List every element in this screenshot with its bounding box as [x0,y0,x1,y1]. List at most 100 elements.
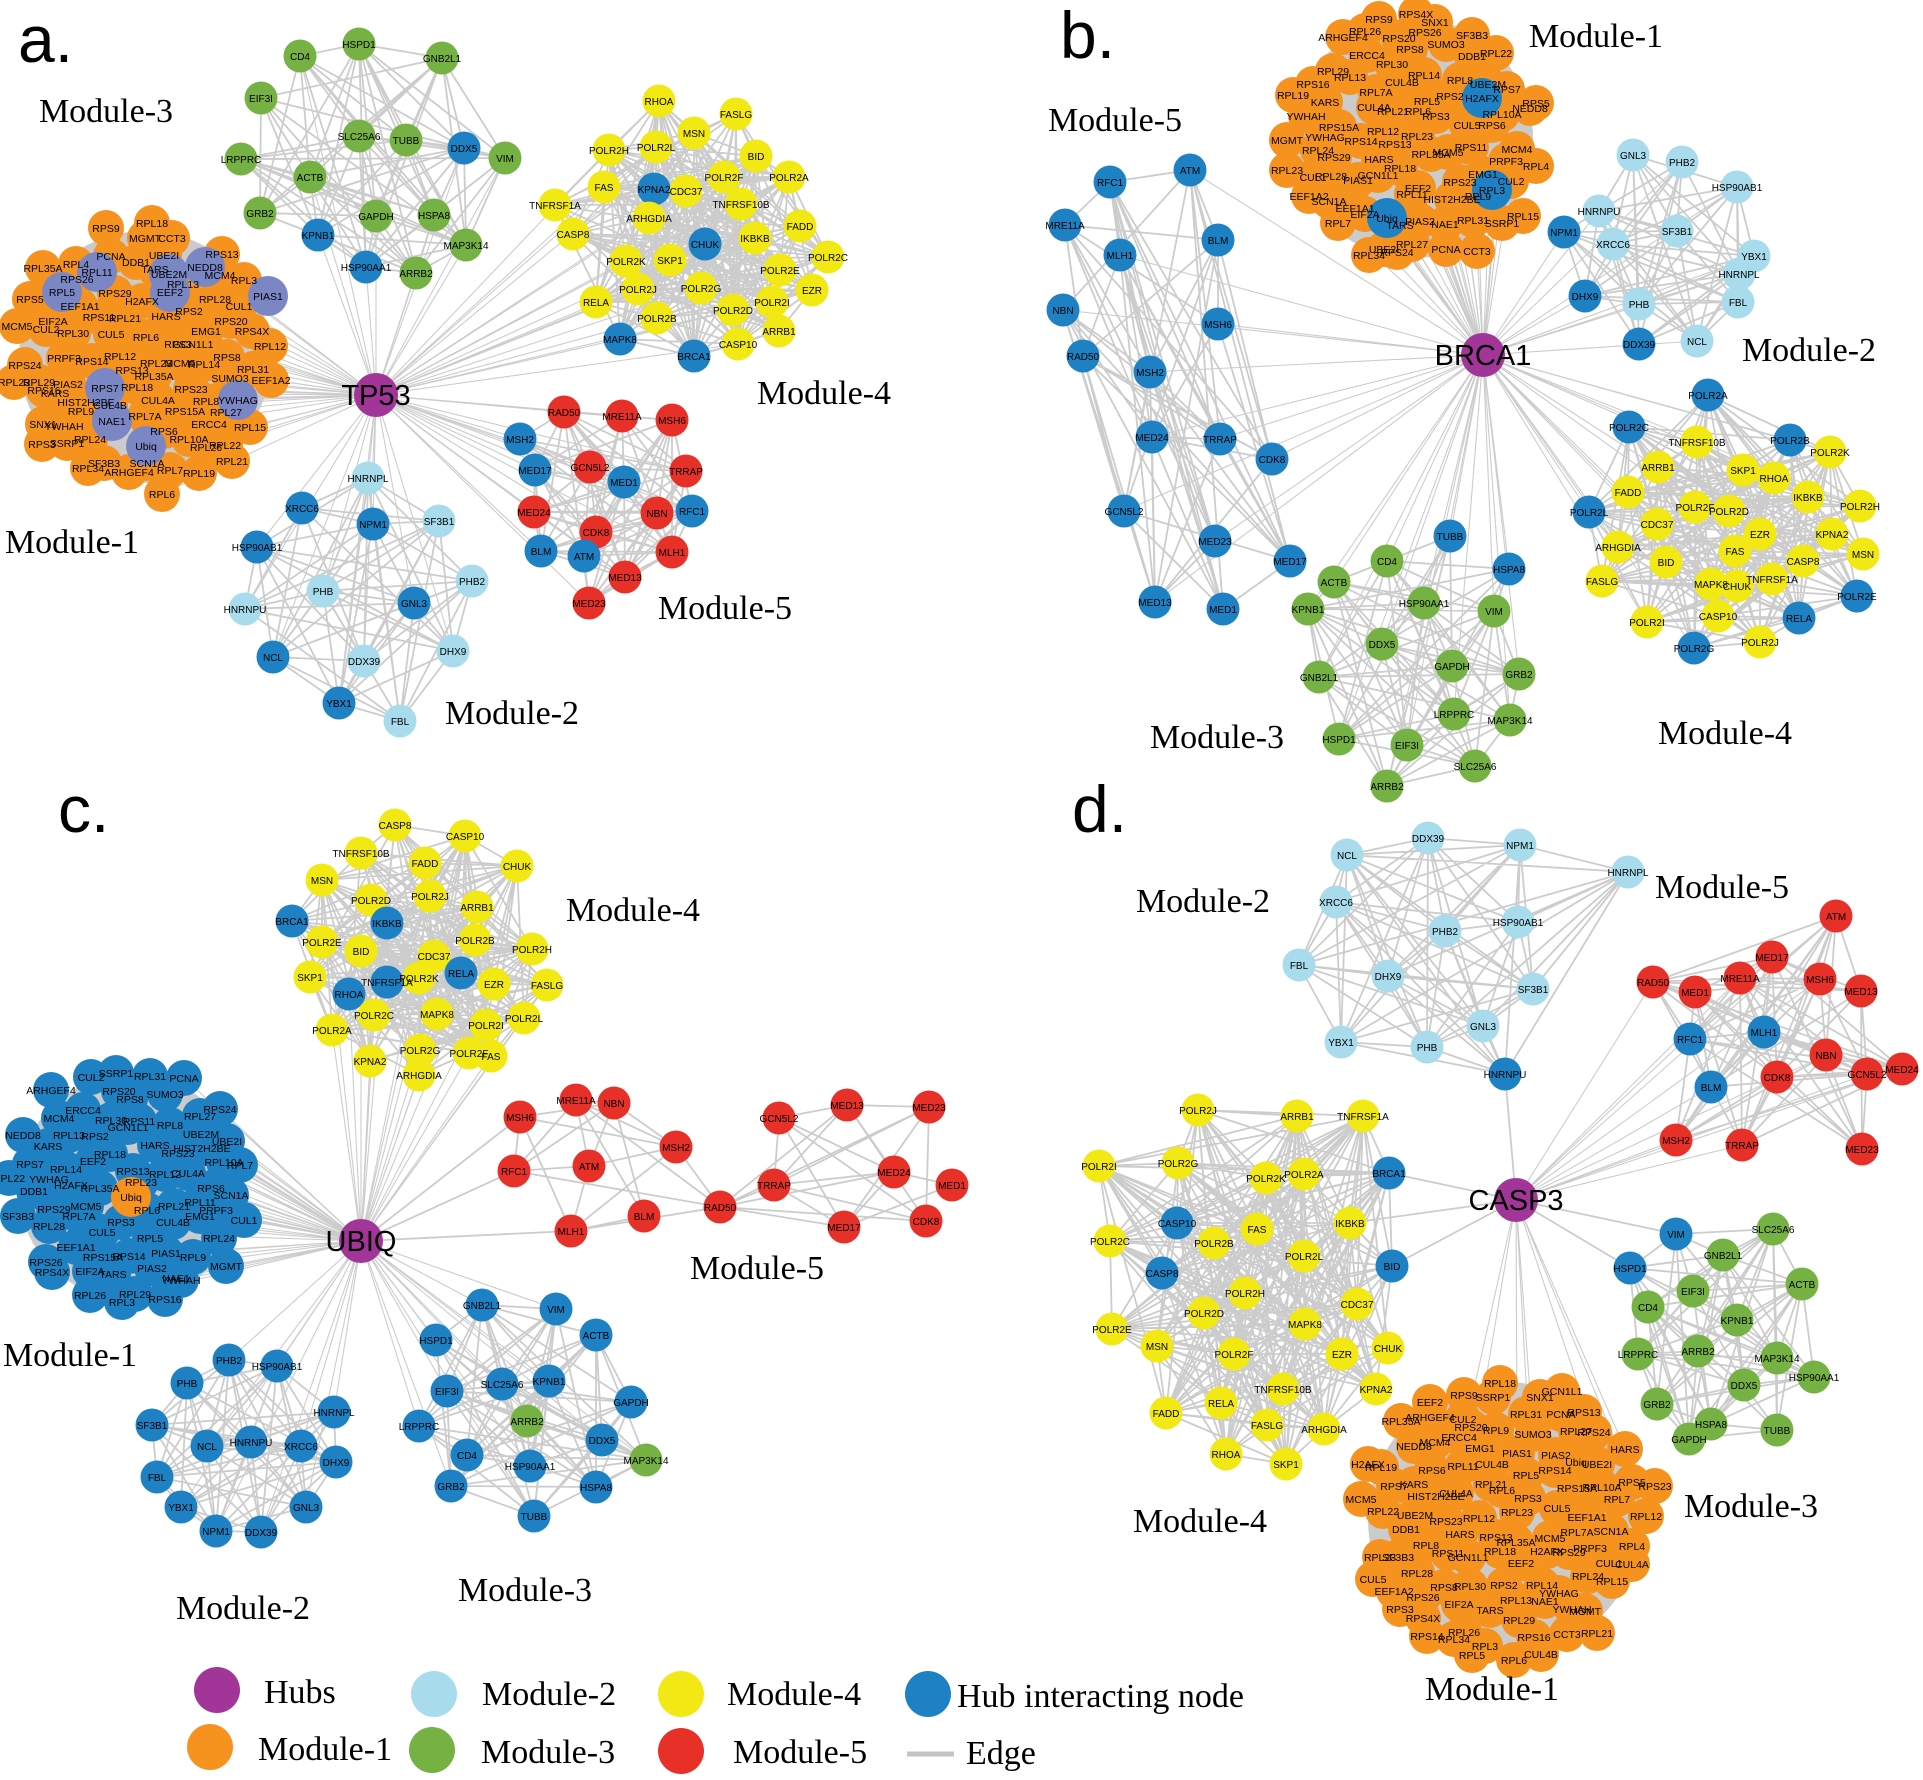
svg-text:MED17: MED17 [518,466,552,477]
svg-text:CASP8: CASP8 [1146,1269,1179,1280]
svg-text:Module-3: Module-3 [1684,1488,1818,1525]
svg-text:CASP8: CASP8 [379,821,412,832]
svg-text:CCT3: CCT3 [158,233,186,245]
svg-text:RPS5: RPS5 [1522,98,1550,110]
svg-text:RPL28: RPL28 [1315,171,1347,183]
svg-text:CD4: CD4 [290,52,310,63]
svg-text:RPS9: RPS9 [1365,14,1393,26]
svg-text:PRPF3: PRPF3 [47,353,81,365]
svg-text:EIF2A: EIF2A [75,1266,104,1278]
svg-text:TRRAP: TRRAP [669,467,703,478]
svg-text:RPL14: RPL14 [188,359,220,371]
svg-text:Module-5: Module-5 [658,590,792,627]
svg-text:RPS20: RPS20 [102,1086,135,1098]
svg-text:EIF2A: EIF2A [1444,1599,1473,1611]
svg-text:CCT3: CCT3 [1463,246,1491,258]
svg-text:DHX9: DHX9 [1375,972,1402,983]
svg-text:RPS4X: RPS4X [235,326,269,338]
svg-text:MED1: MED1 [1681,988,1709,999]
svg-text:GCN1L1: GCN1L1 [108,1122,149,1134]
svg-text:SF3B3: SF3B3 [1456,30,1488,42]
svg-text:RPL21: RPL21 [1377,106,1409,118]
svg-text:CUL1: CUL1 [231,1215,258,1227]
svg-text:RPL9: RPL9 [1483,1425,1509,1437]
svg-text:POLR2H: POLR2H [589,146,629,157]
svg-text:BLM: BLM [1208,236,1229,247]
svg-text:Module-4: Module-4 [757,375,891,412]
svg-text:RPL14: RPL14 [50,1164,82,1176]
svg-text:CHUK: CHUK [503,862,532,873]
svg-text:RPS3: RPS3 [28,439,56,451]
svg-text:RPS20: RPS20 [214,316,247,328]
svg-text:EEF1A1: EEF1A1 [1567,1512,1606,1524]
svg-text:MAP3K14: MAP3K14 [1754,1354,1799,1365]
svg-text:CUL5: CUL5 [89,1227,116,1239]
svg-text:PHB: PHB [313,587,334,598]
svg-text:RPS7: RPS7 [16,1159,44,1171]
svg-text:RPL6: RPL6 [1405,106,1431,118]
svg-text:GAPDH: GAPDH [1434,662,1470,673]
svg-text:RPL13: RPL13 [1500,1595,1532,1607]
svg-text:RPL28: RPL28 [33,1221,65,1233]
svg-text:XRCC6: XRCC6 [1319,898,1353,909]
svg-text:H2AFX: H2AFX [1465,93,1499,105]
svg-text:RPL30: RPL30 [95,1115,127,1127]
svg-text:SF3B3: SF3B3 [1382,1552,1414,1564]
svg-text:FBL: FBL [148,1473,167,1484]
svg-text:RFC1: RFC1 [501,1167,528,1178]
svg-text:POLR2A: POLR2A [1688,391,1728,402]
svg-text:POLR2F: POLR2F [705,173,744,184]
svg-text:XRCC6: XRCC6 [285,504,319,515]
svg-text:RPS11: RPS11 [1432,1548,1465,1560]
svg-text:FAS: FAS [482,1052,501,1063]
svg-text:Ubiq: Ubiq [1376,213,1398,225]
svg-text:SF3B1: SF3B1 [137,1421,168,1432]
svg-text:HARS: HARS [1364,154,1393,166]
svg-text:POLR2K: POLR2K [606,257,646,268]
svg-text:RPS13: RPS13 [115,365,148,377]
svg-text:YWHAG: YWHAG [1305,132,1345,144]
svg-text:GNL3: GNL3 [401,599,428,610]
svg-text:SKP1: SKP1 [297,973,323,984]
svg-text:EEF2: EEF2 [1508,1558,1534,1570]
svg-text:MGMT: MGMT [129,233,162,245]
svg-text:DDX5: DDX5 [451,144,478,155]
svg-text:MCM4: MCM4 [44,1113,75,1125]
svg-text:RPL8: RPL8 [1447,75,1473,87]
svg-text:Module-2: Module-2 [1136,883,1270,920]
svg-text:RPS2: RPS2 [1490,1580,1518,1592]
svg-text:TUBB: TUBB [393,136,420,147]
svg-text:RPL8: RPL8 [193,396,219,408]
svg-text:GRB2: GRB2 [1643,1400,1671,1411]
svg-text:RPL26: RPL26 [1448,1627,1480,1639]
svg-text:MAP3K14: MAP3K14 [623,1456,668,1467]
svg-text:DHX9: DHX9 [323,1458,350,1469]
svg-text:RPS3: RPS3 [1422,111,1450,123]
svg-text:LRPPRC: LRPPRC [1618,1350,1659,1361]
svg-text:NAE1: NAE1 [1531,1596,1559,1608]
svg-text:RPS2: RPS2 [175,306,203,318]
svg-text:NCL: NCL [263,653,283,664]
svg-text:RPL12: RPL12 [1463,1513,1495,1525]
svg-text:HSPA8: HSPA8 [1493,565,1525,576]
svg-text:RHOA: RHOA [335,990,364,1001]
svg-text:RPL7A: RPL7A [62,1211,95,1223]
svg-text:RPL15: RPL15 [1596,1576,1628,1588]
svg-text:TNFRSF10B: TNFRSF10B [1668,438,1726,449]
svg-text:EIF3I: EIF3I [249,94,273,105]
svg-text:MSH2: MSH2 [1136,368,1164,379]
svg-text:HNRNPL: HNRNPL [1607,868,1649,879]
svg-text:EMG1: EMG1 [1468,169,1498,181]
svg-text:RPS24: RPS24 [8,360,41,372]
svg-text:RPL31: RPL31 [237,364,269,376]
svg-text:RPL29: RPL29 [119,1289,151,1301]
svg-text:RPS4X: RPS4X [35,1267,69,1279]
svg-text:RPL6: RPL6 [134,1205,160,1217]
svg-text:POLR2L: POLR2L [637,143,676,154]
svg-text:RPS16: RPS16 [27,385,60,397]
svg-text:H2AFX: H2AFX [125,296,159,308]
svg-text:UBE2I: UBE2I [1582,1459,1612,1471]
svg-text:RPS13: RPS13 [1378,139,1411,151]
svg-text:SCN1A: SCN1A [129,458,164,470]
svg-text:CDK8: CDK8 [1259,455,1286,466]
